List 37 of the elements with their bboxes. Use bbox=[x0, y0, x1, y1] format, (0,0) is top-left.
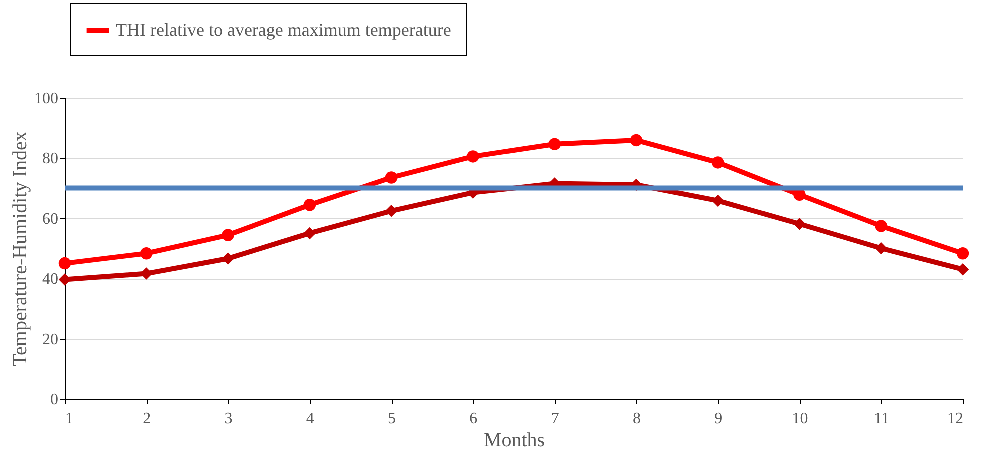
x-tick-label: 2 bbox=[143, 410, 152, 428]
x-tick-label: 9 bbox=[714, 410, 723, 428]
x-tick-label: 6 bbox=[470, 410, 478, 428]
point bbox=[794, 218, 806, 230]
point bbox=[712, 156, 724, 169]
point bbox=[875, 220, 888, 232]
y-tick-label: 40 bbox=[42, 271, 58, 288]
point bbox=[630, 134, 643, 147]
y-tick-label: 100 bbox=[34, 90, 58, 108]
y-tick-label: 60 bbox=[42, 210, 58, 228]
y-axis-title: Temperature-Humidity Index bbox=[10, 132, 32, 366]
point bbox=[875, 242, 888, 255]
x-tick-label: 4 bbox=[306, 410, 314, 428]
point bbox=[385, 205, 398, 218]
x-tick-label: 12 bbox=[948, 410, 964, 428]
x-tick-label: 8 bbox=[632, 410, 641, 428]
point bbox=[58, 257, 72, 270]
y-tick-label: 0 bbox=[50, 392, 58, 408]
point bbox=[385, 172, 398, 184]
x-tick-label: 11 bbox=[874, 410, 890, 428]
x-tick-label: 7 bbox=[551, 410, 560, 428]
y-tick-label: 80 bbox=[42, 150, 58, 168]
x-tick-label: 10 bbox=[792, 410, 808, 428]
point bbox=[548, 138, 561, 150]
y-tick-label: 20 bbox=[42, 331, 58, 348]
point bbox=[140, 248, 153, 260]
x-tick-label: 1 bbox=[66, 410, 74, 428]
point bbox=[467, 150, 480, 163]
x-tick-label: 5 bbox=[388, 410, 396, 428]
legend-label: THI relative to average maximum temperature bbox=[116, 20, 452, 40]
point bbox=[956, 248, 970, 260]
point bbox=[304, 227, 316, 240]
point bbox=[222, 229, 234, 242]
x-axis-title: Months bbox=[484, 430, 546, 452]
point bbox=[956, 263, 970, 276]
x-tick-label: 3 bbox=[224, 410, 233, 428]
point bbox=[304, 199, 316, 212]
